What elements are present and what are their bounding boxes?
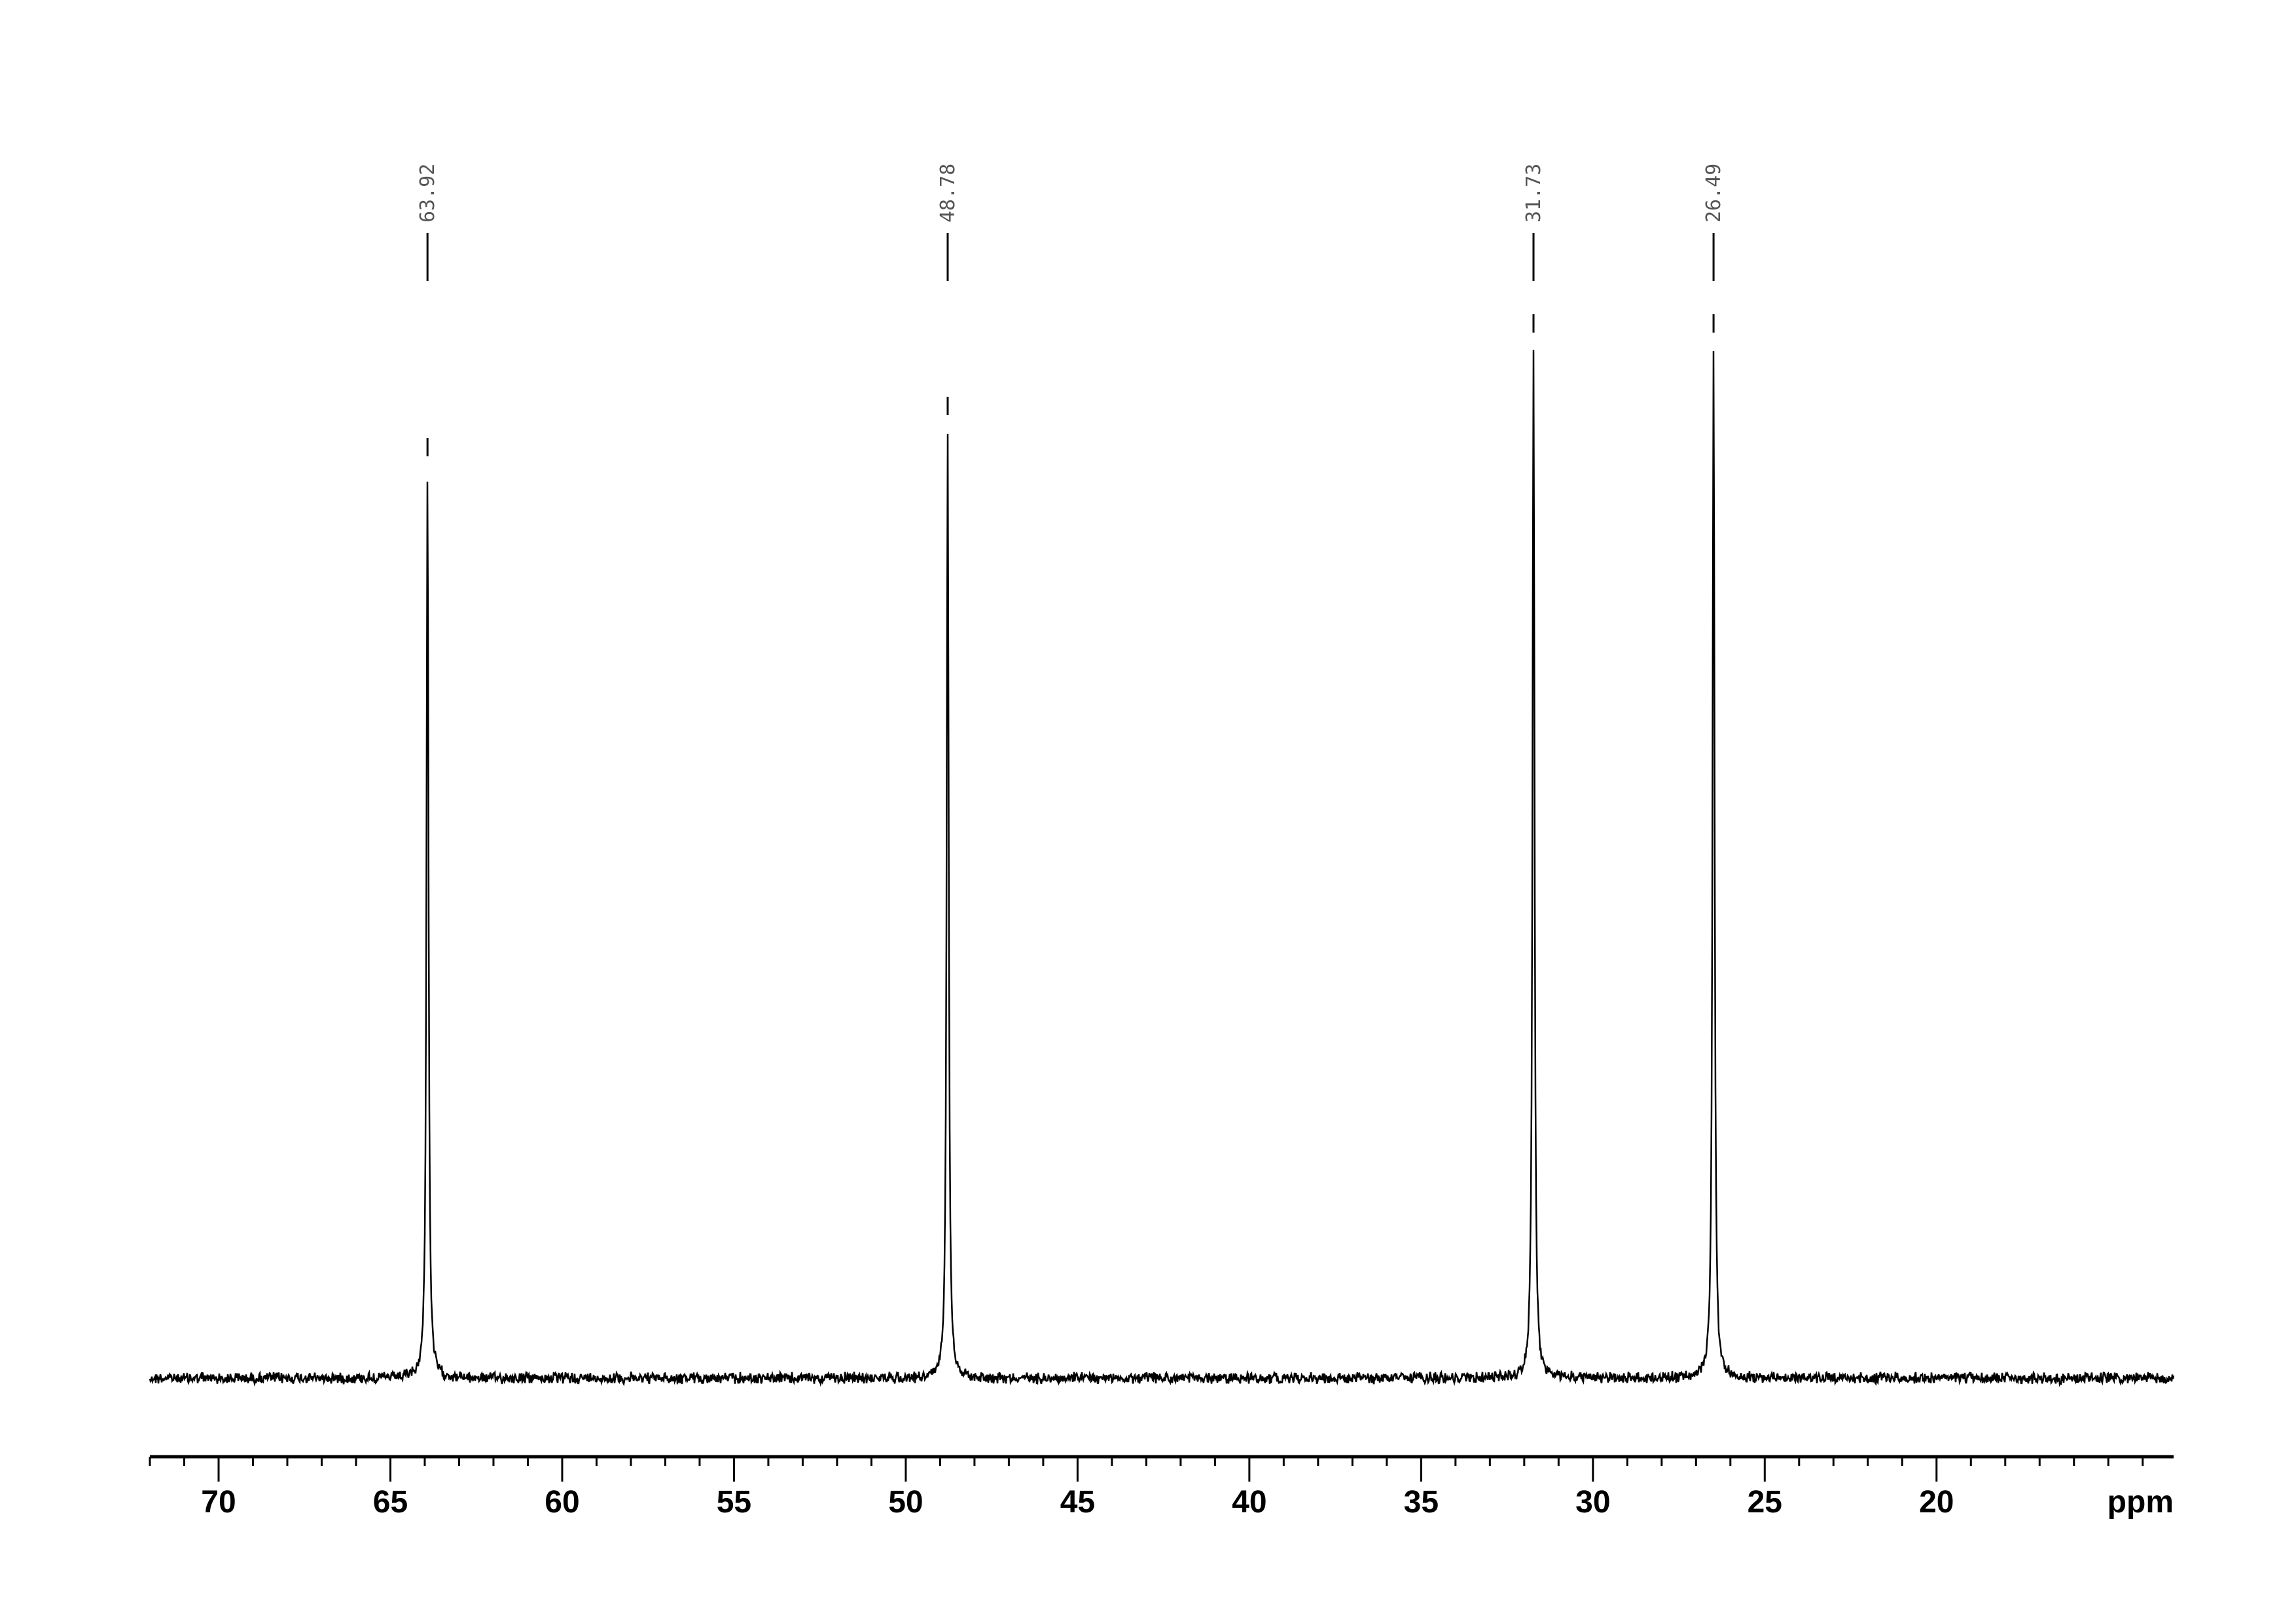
peak-label: 31.73 bbox=[1522, 164, 1545, 223]
x-tick-label: 45 bbox=[1060, 1485, 1095, 1520]
x-tick-label: 55 bbox=[717, 1485, 751, 1520]
spectrum-layer bbox=[149, 350, 2175, 1387]
peak-labels: 63.92 48.78 31.73 26.49 bbox=[416, 164, 1725, 456]
spectrum-trace bbox=[149, 350, 2175, 1387]
x-tick-label: 60 bbox=[545, 1485, 579, 1520]
x-tick-label: 35 bbox=[1404, 1485, 1439, 1520]
x-tick-label: 25 bbox=[1748, 1485, 1782, 1520]
x-axis: ppm 70 65 60 55 50 45 40 35 30 25 20 bbox=[149, 1455, 2174, 1520]
x-tick-label: 70 bbox=[201, 1485, 236, 1520]
peak-label: 26.49 bbox=[1702, 164, 1725, 223]
x-tick-label: 40 bbox=[1232, 1485, 1266, 1520]
x-tick-label: 65 bbox=[373, 1485, 408, 1520]
peak-label: 48.78 bbox=[937, 164, 960, 223]
x-axis-unit-label: ppm bbox=[2108, 1485, 2174, 1520]
x-tick-label: 50 bbox=[888, 1485, 923, 1520]
x-tick-label: 20 bbox=[1919, 1485, 1954, 1520]
x-tick-label: 30 bbox=[1575, 1485, 1610, 1520]
peak-label: 63.92 bbox=[416, 164, 439, 223]
